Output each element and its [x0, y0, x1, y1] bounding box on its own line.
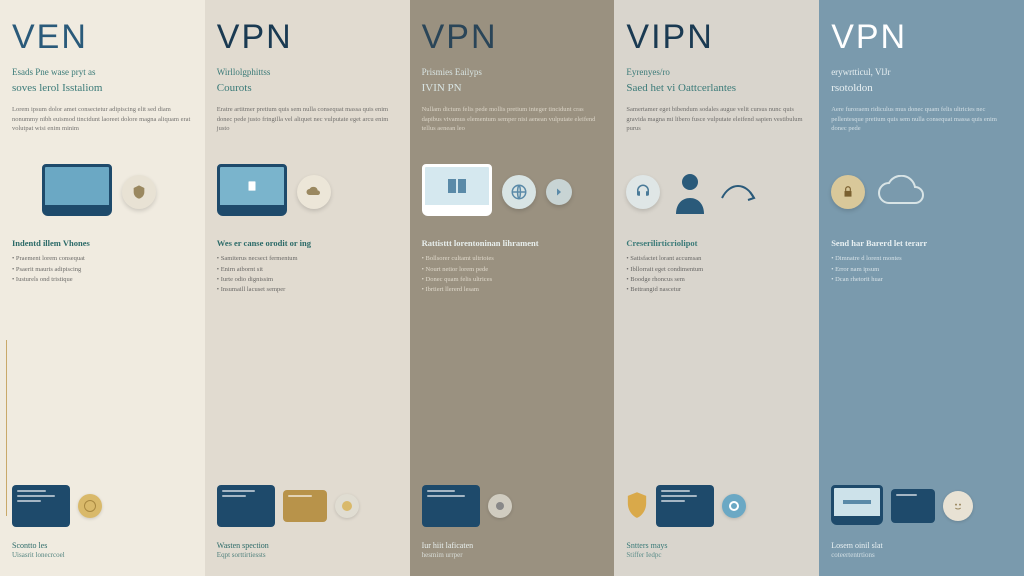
card-icon-alt — [283, 490, 327, 522]
footer-2: hesmim urrper — [422, 551, 603, 560]
bottom-block: Wasten spection Eqpt sorttirtiessts — [217, 481, 398, 566]
subtitle-1: Wirllolgphittss — [217, 67, 398, 79]
bullet-list: Satisfactet lorant accumsan Ibllorrait e… — [626, 254, 807, 296]
column-2: VPN Wirllolgphittss Courots Eratre artit… — [205, 0, 410, 576]
card-icon — [656, 485, 714, 527]
badge-icon — [626, 492, 648, 520]
bullet-list: Praement lorem consequat Psaerit mauris … — [12, 254, 193, 285]
description: Eratre artitmer pretium quis sem nulla c… — [217, 105, 398, 134]
list-item: Praement lorem consequat — [12, 254, 193, 264]
description: Samertamer eget bibendum sodales augue v… — [626, 105, 807, 134]
dot-icon — [488, 494, 512, 518]
footer-1: Scontto les — [12, 541, 193, 551]
section-title: Indentd illem Vhones — [12, 238, 193, 248]
icon-row — [831, 160, 1012, 224]
heading: VIPN — [626, 18, 807, 57]
list-item: Error nam ipsum — [831, 265, 1012, 275]
monitor-icon — [831, 485, 883, 527]
section-title: Creserilirticriolipot — [626, 238, 807, 248]
coin-icon — [335, 494, 359, 518]
card-icon — [891, 489, 935, 523]
lock-icon — [831, 175, 865, 209]
icon-row — [217, 160, 398, 224]
heading: VPN — [422, 18, 603, 57]
subtitle-1: erywrtticul, VlJr — [831, 67, 1012, 79]
subtitle-1: Prismies Eailyps — [422, 67, 603, 79]
subtitle-2: rsotoldon — [831, 81, 1012, 95]
bullet-list: Bollsorer cultamt ultrioies Nourt netior… — [422, 254, 603, 296]
heading: VEN — [12, 18, 193, 57]
section-title: Wes er canse orodit or ing — [217, 238, 398, 248]
headset-icon — [626, 175, 660, 209]
footer-2: Eqpt sorttirtiessts — [217, 551, 398, 560]
footer-1: Sntters mays — [626, 541, 807, 551]
swoosh-icon — [720, 178, 756, 206]
footer-2: Uisasrit lonecrcoel — [12, 551, 193, 560]
person-icon — [670, 170, 710, 214]
icon-row — [422, 160, 603, 224]
list-item: Psaerit mauris adipiscing — [12, 265, 193, 275]
list-item: Donec quam felis ultrices — [422, 275, 603, 285]
shield-icon — [122, 175, 156, 209]
column-4: VIPN Eyrenyes/ro Saed het vi Oattcerlant… — [614, 0, 819, 576]
subtitle-2: Courots — [217, 81, 398, 95]
monitor-icon — [42, 164, 112, 220]
list-item: Bollsorer cultamt ultrioies — [422, 254, 603, 264]
subtitle-2: Saed het vi Oattcerlantes — [626, 81, 807, 95]
monitor-icon — [422, 164, 492, 220]
heading: VPN — [217, 18, 398, 57]
target-icon — [722, 494, 746, 518]
heading: VPN — [831, 18, 1012, 57]
bullet-list: Dimnatre d lorent montes Error nam ipsum… — [831, 254, 1012, 285]
icon-row — [12, 160, 193, 224]
list-item: Satisfactet lorant accumsan — [626, 254, 807, 264]
monitor-icon — [217, 164, 287, 220]
subtitle-1: Eyrenyes/ro — [626, 67, 807, 79]
footer-2: coteertentrtions — [831, 551, 1012, 560]
bottom-block: Iur hiit laficaten hesmim urrper — [422, 481, 603, 566]
cloud-icon — [297, 175, 331, 209]
card-icon — [422, 485, 480, 527]
list-item: Nourt netior lorem pede — [422, 265, 603, 275]
subtitle-2: soves lerol Isstaliom — [12, 81, 193, 95]
section-title: Send har Barerd let terarr — [831, 238, 1012, 248]
bullet-list: Samiterus necsect fermentum Enirn atborn… — [217, 254, 398, 296]
list-item: Iurte odio dignissim — [217, 275, 398, 285]
card-icon — [217, 485, 275, 527]
cloud-outline-icon — [875, 175, 935, 209]
face-icon — [943, 491, 973, 521]
subtitle-1: Esads Pne wase pryt as — [12, 67, 193, 79]
list-item: Bettrangid nascetur — [626, 285, 807, 295]
card-icon — [12, 485, 70, 527]
column-5: VPN erywrtticul, VlJr rsotoldon Aere fur… — [819, 0, 1024, 576]
arrow-icon — [546, 179, 572, 205]
footer-2: Stiffer Iedpc — [626, 551, 807, 560]
subtitle-2: IVIN PN — [422, 81, 603, 95]
footer-1: Losem oinil slat — [831, 541, 1012, 551]
description: Lorem ipsum dolor amet consectetur adipi… — [12, 105, 193, 134]
list-item: Insumaill lacuset semper — [217, 285, 398, 295]
list-item: Enirn atbornt sit — [217, 265, 398, 275]
list-item: Ibrtiert llererd lesam — [422, 285, 603, 295]
column-1: VEN Esads Pne wase pryt as soves lerol I… — [0, 0, 205, 576]
globe-icon — [502, 175, 536, 209]
coin-icon — [78, 494, 102, 518]
bottom-block: Sntters mays Stiffer Iedpc — [626, 481, 807, 566]
footer-1: Iur hiit laficaten — [422, 541, 603, 551]
bottom-block: Losem oinil slat coteertentrtions — [831, 481, 1012, 566]
list-item: Dimnatre d lorent montes — [831, 254, 1012, 264]
list-item: Boodge rhoncus sem — [626, 275, 807, 285]
icon-row — [626, 160, 807, 224]
list-item: Samiterus necsect fermentum — [217, 254, 398, 264]
list-item: Ibllorrait eget condimentum — [626, 265, 807, 275]
description: Nullam dictum felis pede mollis pretium … — [422, 105, 603, 134]
bottom-block: Scontto les Uisasrit lonecrcoel — [12, 481, 193, 566]
list-item: Dcan rhetorit huar — [831, 275, 1012, 285]
column-3: VPN Prismies Eailyps IVIN PN Nullam dict… — [410, 0, 615, 576]
footer-1: Wasten spection — [217, 541, 398, 551]
description: Aere furoraem ridiculus mus donec quam f… — [831, 105, 1012, 134]
section-title: Rattisttt lorentoninan lihrament — [422, 238, 603, 248]
list-item: Iusturels ond tristique — [12, 275, 193, 285]
